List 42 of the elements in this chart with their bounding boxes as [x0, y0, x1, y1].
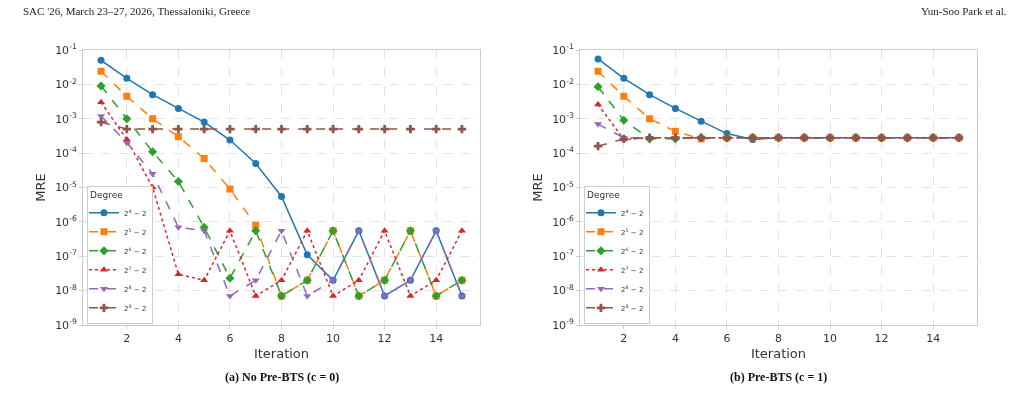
x-tick-label: 10	[823, 332, 838, 346]
x-tick-label: 6	[226, 332, 234, 346]
x-axis-title: Iteration	[253, 345, 310, 361]
y-tick-label: 10$^{-3}$	[55, 110, 77, 126]
text: SAC '26, March 23–27, 2026, Thessaloniki, Greece	[23, 5, 251, 17]
y-tick-label: 10$^{-2}$	[55, 76, 77, 92]
y-tick-label: 10$^{-6}$	[55, 214, 77, 229]
x-tick-label: 12	[377, 332, 392, 346]
legend-title: Degree	[89, 190, 124, 201]
y-tick-label: 10$^{-9}$	[552, 317, 574, 332]
y-tick-label: 10$^{-7}$	[552, 248, 574, 264]
y-tick-label: 10$^{-2}$	[552, 76, 574, 92]
y-tick-label: 10$^{-1}$	[552, 42, 574, 57]
y-tick-label: 10$^{-8}$	[55, 282, 77, 298]
y-tick-label: 10$^{-5}$	[552, 179, 574, 195]
y-tick-label: 10$^{-4}$	[55, 145, 77, 160]
y-axis-title: MRE	[530, 173, 546, 202]
x-tick-label: 8	[278, 332, 285, 346]
text: (b) Pre-BTS (c = 1)	[730, 370, 828, 384]
x-tick-label: 4	[671, 332, 679, 346]
y-tick-label: 10$^{-3}$	[552, 110, 574, 126]
x-tick-label: 12	[874, 332, 889, 346]
x-tick-label: 14	[926, 332, 941, 346]
x-tick-label: 2	[123, 332, 131, 346]
y-tick-label: 10$^{-9}$	[55, 317, 77, 332]
x-tick-label: 6	[723, 332, 731, 346]
text: (a) No Pre-BTS (c = 0)	[225, 370, 340, 384]
y-tick-label: 10$^{-4}$	[552, 145, 574, 160]
y-tick-label: 10$^{-1}$	[55, 42, 77, 57]
x-tick-label: 8	[775, 332, 782, 346]
y-tick-label: 10$^{-8}$	[552, 282, 574, 298]
x-tick-label: 14	[429, 332, 444, 346]
y-tick-label: 10$^{-5}$	[55, 179, 77, 195]
x-tick-label: 2	[620, 332, 628, 346]
x-tick-label: 10	[326, 332, 341, 346]
y-axis-title: MRE	[33, 173, 49, 202]
text: Yun-Soo Park et al.	[921, 5, 1007, 17]
x-tick-label: 4	[174, 332, 182, 346]
y-tick-label: 10$^{-7}$	[55, 248, 77, 264]
legend-title: Degree	[586, 190, 621, 201]
x-axis-title: Iteration	[750, 345, 807, 361]
y-tick-label: 10$^{-6}$	[552, 214, 574, 229]
